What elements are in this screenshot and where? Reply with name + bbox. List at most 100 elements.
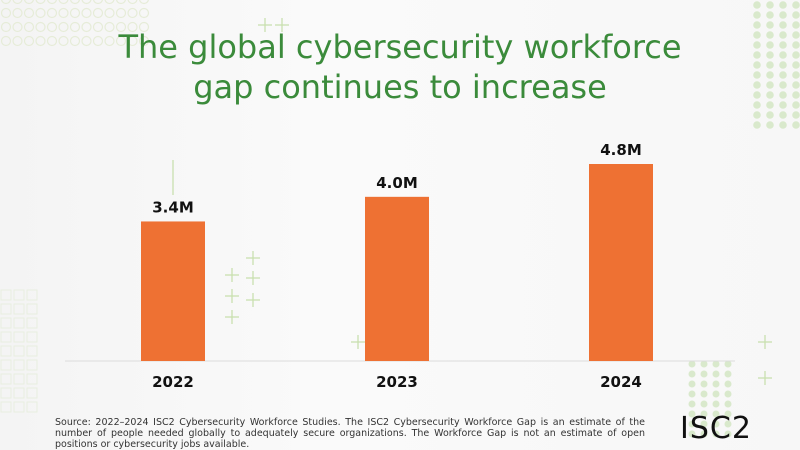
- deco-circle: [58, 0, 69, 5]
- deco-circle: [1, 0, 11, 5]
- deco-dot: [700, 430, 708, 438]
- deco-circle: [70, 0, 80, 5]
- x-tick-label-2024: 2024: [600, 373, 642, 391]
- deco-dot: [792, 91, 800, 99]
- deco-dot: [688, 430, 696, 438]
- deco-circle: [127, 21, 138, 33]
- deco-dot: [766, 31, 774, 39]
- deco-circle: [47, 0, 57, 5]
- deco-circle: [35, 0, 46, 5]
- deco-dot: [753, 91, 761, 99]
- deco-dot: [792, 71, 800, 79]
- deco-square: [13, 359, 25, 371]
- deco-square: [13, 331, 25, 343]
- deco-dot: [753, 71, 761, 79]
- deco-dot: [712, 390, 720, 398]
- bar-2024: [589, 164, 653, 361]
- deco-square: [0, 317, 12, 329]
- deco-square: [0, 289, 12, 301]
- deco-circle: [46, 35, 58, 47]
- deco-dot: [779, 81, 787, 89]
- deco-circle: [127, 0, 138, 5]
- deco-circle: [58, 7, 69, 19]
- deco-dot: [753, 41, 761, 49]
- deco-dot: [700, 380, 708, 388]
- deco-circle: [12, 21, 23, 33]
- isc2-logo: ISC2: [680, 411, 752, 446]
- x-tick-label-2022: 2022: [152, 373, 194, 391]
- deco-dot: [779, 91, 787, 99]
- deco-square: [26, 303, 38, 315]
- deco-dot: [688, 420, 696, 428]
- deco-square: [26, 401, 38, 413]
- deco-circle: [12, 0, 23, 5]
- deco-dot: [688, 370, 696, 378]
- deco-dot: [792, 101, 800, 109]
- deco-dot: [724, 390, 732, 398]
- deco-square: [13, 289, 25, 301]
- deco-circle: [81, 35, 92, 47]
- deco-circle: [116, 0, 126, 5]
- bar-2022: [141, 221, 205, 361]
- deco-dot: [779, 111, 787, 119]
- deco-circle: [92, 35, 104, 47]
- deco-square: [0, 359, 12, 371]
- deco-circle: [12, 35, 23, 47]
- deco-dot: [753, 81, 761, 89]
- deco-dot: [688, 410, 696, 418]
- deco-circle: [0, 35, 12, 47]
- deco-circle: [23, 7, 35, 19]
- deco-circle: [127, 7, 138, 19]
- deco-dot: [792, 31, 800, 39]
- deco-circle: [81, 7, 92, 19]
- deco-dot: [712, 380, 720, 388]
- deco-circle: [139, 0, 149, 5]
- deco-square: [26, 289, 38, 301]
- title-line-1: The global cybersecurity workforce: [118, 28, 682, 66]
- deco-dot: [792, 21, 800, 29]
- bar-2023: [365, 196, 429, 361]
- x-tick-label-2023: 2023: [376, 373, 418, 391]
- deco-circle: [69, 7, 81, 19]
- deco-dot: [688, 380, 696, 388]
- deco-dot: [779, 51, 787, 59]
- deco-dot: [753, 121, 761, 129]
- deco-circle: [92, 7, 104, 19]
- deco-dot: [779, 21, 787, 29]
- deco-dot: [792, 11, 800, 19]
- deco-dot: [792, 1, 800, 9]
- deco-dot: [700, 390, 708, 398]
- deco-square: [26, 331, 38, 343]
- deco-dot: [792, 51, 800, 59]
- deco-circle: [46, 21, 58, 33]
- deco-circle: [81, 21, 92, 33]
- deco-circle: [138, 21, 150, 33]
- deco-square: [13, 373, 25, 385]
- deco-circle: [24, 0, 34, 5]
- deco-dot: [766, 81, 774, 89]
- deco-dot: [712, 400, 720, 408]
- deco-square: [26, 345, 38, 357]
- deco-square: [26, 359, 38, 371]
- deco-dot: [753, 1, 761, 9]
- deco-dot: [766, 91, 774, 99]
- deco-dot: [766, 111, 774, 119]
- deco-square: [13, 317, 25, 329]
- deco-square: [0, 401, 12, 413]
- deco-square: [13, 345, 25, 357]
- deco-dot: [766, 121, 774, 129]
- deco-dot: [779, 41, 787, 49]
- deco-square: [0, 387, 12, 399]
- deco-dot: [766, 51, 774, 59]
- deco-dot: [712, 420, 720, 428]
- deco-square: [26, 373, 38, 385]
- deco-dot: [753, 11, 761, 19]
- deco-square: [13, 303, 25, 315]
- deco-circle: [35, 21, 46, 33]
- deco-circle: [0, 7, 12, 19]
- deco-circle: [115, 21, 127, 33]
- deco-circle: [0, 21, 12, 33]
- deco-dot: [724, 400, 732, 408]
- deco-dot: [712, 430, 720, 438]
